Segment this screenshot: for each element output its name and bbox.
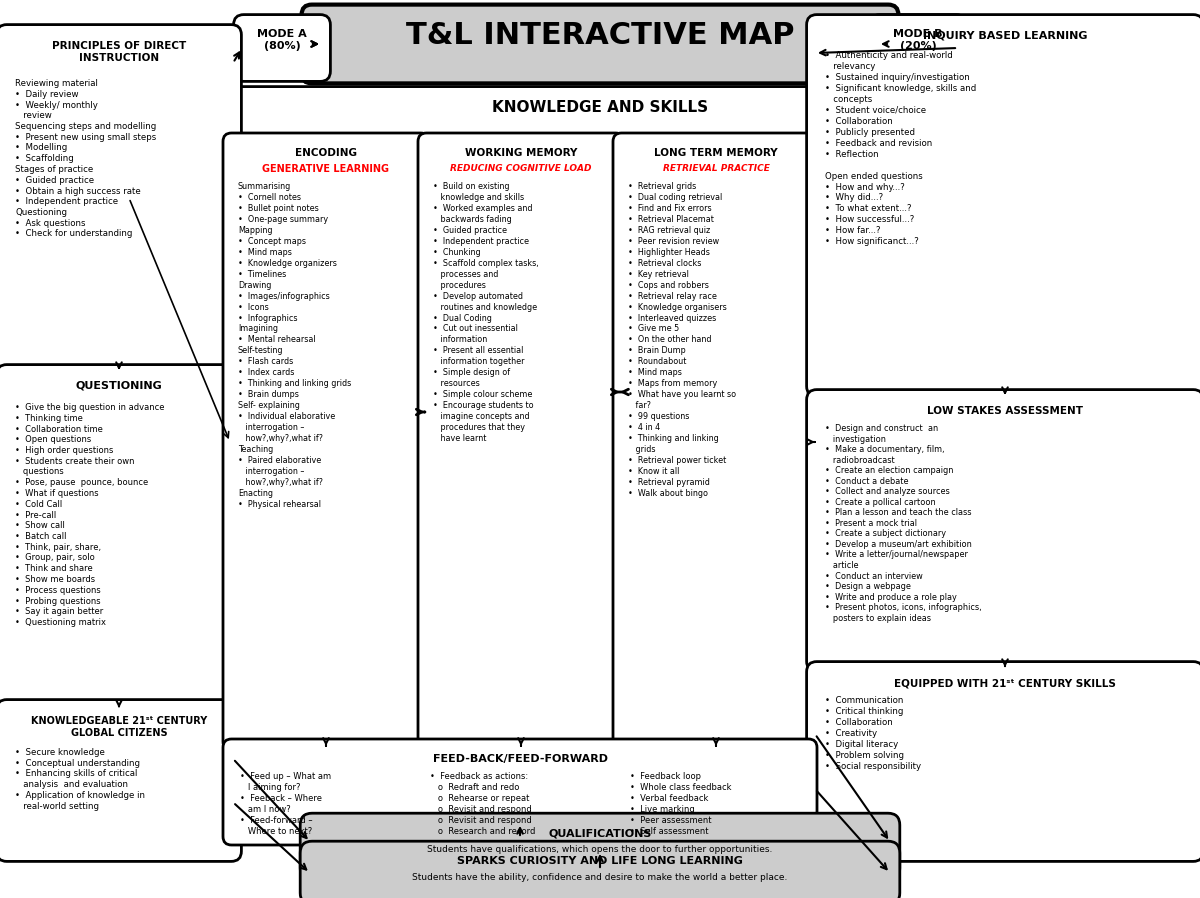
Text: Reviewing material
•  Daily review
•  Weekly/ monthly
   review
Sequencing steps: Reviewing material • Daily review • Week…: [14, 79, 156, 239]
Text: ENCODING: ENCODING: [295, 148, 358, 158]
FancyBboxPatch shape: [223, 133, 430, 750]
Text: FEED-BACK/FEED-FORWARD: FEED-BACK/FEED-FORWARD: [432, 754, 607, 764]
Text: •  Design and construct  an
   investigation
•  Make a documentary, film,
   rad: • Design and construct an investigation …: [826, 424, 982, 622]
FancyBboxPatch shape: [223, 739, 817, 845]
Text: WORKING MEMORY: WORKING MEMORY: [464, 148, 577, 158]
Text: SPARKS CURIOSITY AND LIFE LONG LEARNING: SPARKS CURIOSITY AND LIFE LONG LEARNING: [457, 856, 743, 866]
FancyBboxPatch shape: [418, 133, 624, 750]
Text: T&L INTERACTIVE MAP: T&L INTERACTIVE MAP: [406, 21, 794, 50]
Text: •  Build on existing
   knowledge and skills
•  Worked examples and
   backwards: • Build on existing knowledge and skills…: [433, 182, 539, 443]
FancyBboxPatch shape: [301, 4, 899, 84]
Text: •  Retrieval grids
•  Dual coding retrieval
•  Find and Fix errors
•  Retrieval : • Retrieval grids • Dual coding retrieva…: [628, 182, 736, 497]
Text: REDUCING COGNITIVE LOAD: REDUCING COGNITIVE LOAD: [450, 164, 592, 173]
Text: •  Secure knowledge
•  Conceptual understanding
•  Enhancing skills of critical
: • Secure knowledge • Conceptual understa…: [14, 748, 145, 811]
FancyBboxPatch shape: [0, 24, 241, 372]
FancyBboxPatch shape: [806, 14, 1200, 396]
Text: •  Communication
•  Critical thinking
•  Collaboration
•  Creativity
•  Digital : • Communication • Critical thinking • Co…: [826, 696, 922, 770]
Text: PRINCIPLES OF DIRECT
INSTRUCTION: PRINCIPLES OF DIRECT INSTRUCTION: [52, 41, 186, 64]
Text: INQUIRY BASED LEARNING: INQUIRY BASED LEARNING: [923, 31, 1087, 41]
FancyBboxPatch shape: [300, 841, 900, 898]
FancyBboxPatch shape: [234, 14, 330, 82]
Text: LONG TERM MEMORY: LONG TERM MEMORY: [654, 148, 778, 158]
Text: MODE A
(80%): MODE A (80%): [257, 29, 307, 51]
Text: •  Feed up – What am
   I aiming for?
•  Feeback – Where
   am I now?
•  Feed-fo: • Feed up – What am I aiming for? • Feeb…: [240, 772, 331, 836]
Text: •  Give the big question in advance
•  Thinking time
•  Collaboration time
•  Op: • Give the big question in advance • Thi…: [14, 403, 164, 627]
Text: QUESTIONING: QUESTIONING: [76, 381, 162, 391]
Text: •  Authenticity and real-world
   relevancy
•  Sustained inquiry/investigation
•: • Authenticity and real-world relevancy …: [826, 51, 977, 246]
Text: MODE B
(20%): MODE B (20%): [893, 29, 943, 51]
FancyBboxPatch shape: [0, 700, 241, 861]
FancyBboxPatch shape: [870, 14, 966, 82]
Text: Summarising
•  Cornell notes
•  Bullet point notes
•  One-page summary
Mapping
•: Summarising • Cornell notes • Bullet poi…: [238, 182, 352, 509]
FancyBboxPatch shape: [0, 365, 241, 711]
Text: QUALIFICATIONS: QUALIFICATIONS: [548, 828, 652, 838]
FancyBboxPatch shape: [222, 86, 978, 144]
Text: RETRIEVAL PRACTICE: RETRIEVAL PRACTICE: [662, 164, 769, 173]
Text: KNOWLEDGEABLE 21ˢᵗ CENTURY
GLOBAL CITIZENS: KNOWLEDGEABLE 21ˢᵗ CENTURY GLOBAL CITIZE…: [31, 716, 208, 738]
FancyBboxPatch shape: [806, 662, 1200, 861]
Text: GENERATIVE LEARNING: GENERATIVE LEARNING: [263, 164, 390, 174]
Text: EQUIPPED WITH 21ˢᵗ CENTURY SKILLS: EQUIPPED WITH 21ˢᵗ CENTURY SKILLS: [894, 678, 1116, 688]
Text: Students have the ability, confidence and desire to make the world a better plac: Students have the ability, confidence an…: [413, 873, 787, 882]
FancyBboxPatch shape: [300, 814, 900, 880]
Text: •  Feedback as actions:
   o  Redraft and redo
   o  Rehearse or repeat
   o  Re: • Feedback as actions: o Redraft and red…: [430, 772, 535, 836]
Text: KNOWLEDGE AND SKILLS: KNOWLEDGE AND SKILLS: [492, 100, 708, 115]
Text: Students have qualifications, which opens the door to further opportunities.: Students have qualifications, which open…: [427, 845, 773, 854]
FancyBboxPatch shape: [613, 133, 818, 750]
Text: •  Feedback loop
•  Whole class feedback
•  Verbal feedback
•  Live marking
•  P: • Feedback loop • Whole class feedback •…: [630, 772, 732, 836]
FancyBboxPatch shape: [806, 390, 1200, 672]
Text: LOW STAKES ASSESSMENT: LOW STAKES ASSESSMENT: [928, 406, 1084, 416]
